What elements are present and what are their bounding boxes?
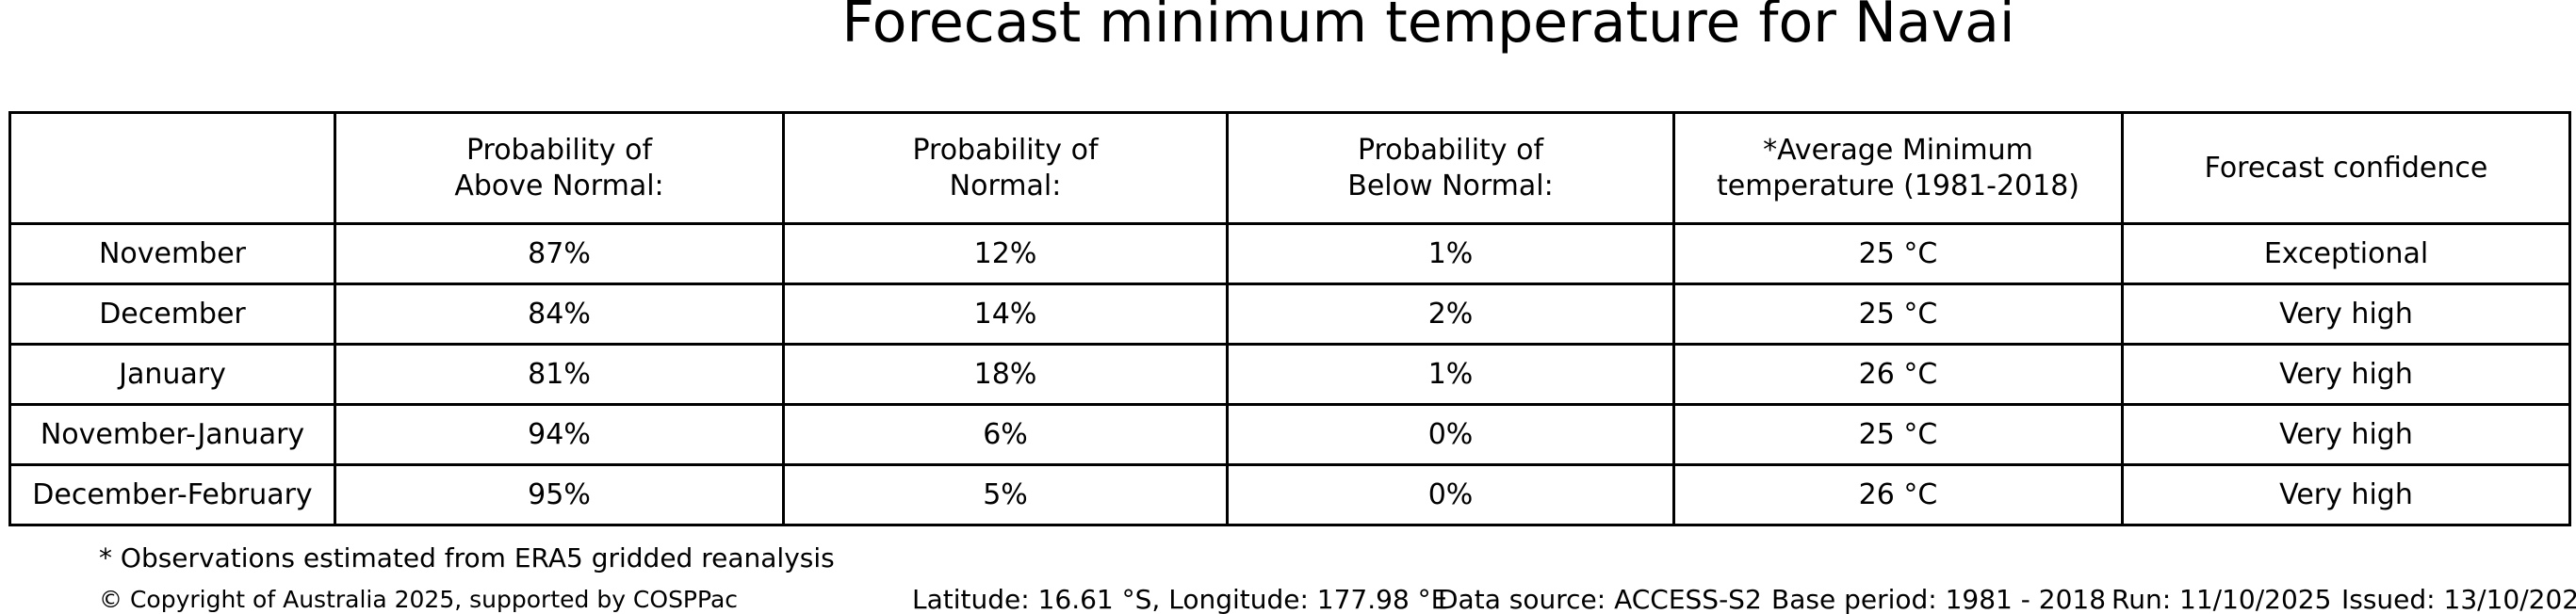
- header-line: Above Normal:: [454, 169, 664, 202]
- header-cell-average-minimum: *Average Minimum temperature (1981-2018): [1672, 111, 2124, 225]
- table-header: Probability of Above Normal: Probability…: [8, 111, 2571, 225]
- cell-average-minimum: 26 °C: [1672, 463, 2124, 526]
- cell-below-normal: 1%: [1226, 222, 1675, 285]
- header-line: Probability of: [465, 133, 653, 167]
- run-date-text: Run: 11/10/2025: [2111, 584, 2332, 614]
- row-label: November: [8, 222, 336, 285]
- cell-below-normal: 0%: [1226, 463, 1675, 526]
- base-period-text: Base period: 1981 - 2018: [1771, 584, 2107, 614]
- cell-average-minimum: 25 °C: [1672, 403, 2124, 466]
- cell-above-normal: 84%: [334, 283, 785, 346]
- header-line: Forecast confidence: [2204, 151, 2488, 185]
- header-cell-above-normal: Probability of Above Normal:: [334, 111, 785, 225]
- table-row: November 87% 12% 1% 25 °C Exceptional: [8, 222, 2571, 285]
- cell-below-normal: 0%: [1226, 403, 1675, 466]
- table-body: November 87% 12% 1% 25 °C Exceptional De…: [8, 222, 2571, 526]
- cell-below-normal: 2%: [1226, 283, 1675, 346]
- location-text: Latitude: 16.61 °S, Longitude: 177.98 °E: [912, 584, 1448, 614]
- header-line: temperature (1981-2018): [1716, 169, 2080, 202]
- header-cell-forecast-confidence: Forecast confidence: [2121, 111, 2571, 225]
- table-row: January 81% 18% 1% 26 °C Very high: [8, 343, 2571, 406]
- cell-above-normal: 95%: [334, 463, 785, 526]
- issued-date-text: Issued: 13/10/2025: [2341, 584, 2576, 614]
- header-line: Probability of: [912, 133, 1099, 167]
- cell-average-minimum: 25 °C: [1672, 222, 2124, 285]
- cell-above-normal: 94%: [334, 403, 785, 466]
- table-row: December 84% 14% 2% 25 °C Very high: [8, 283, 2571, 346]
- header-line: *Average Minimum: [1763, 133, 2033, 167]
- forecast-table: Probability of Above Normal: Probability…: [8, 111, 2571, 526]
- footnote-text: * Observations estimated from ERA5 gridd…: [99, 542, 835, 574]
- cell-confidence: Exceptional: [2121, 222, 2571, 285]
- header-line: Below Normal:: [1347, 169, 1554, 202]
- header-line: Normal:: [949, 169, 1062, 202]
- table-row: December-February 95% 5% 0% 26 °C Very h…: [8, 463, 2571, 526]
- cell-average-minimum: 25 °C: [1672, 283, 2124, 346]
- cell-normal: 5%: [782, 463, 1229, 526]
- header-cell-normal: Probability of Normal:: [782, 111, 1229, 225]
- cell-confidence: Very high: [2121, 403, 2571, 466]
- cell-normal: 14%: [782, 283, 1229, 346]
- header-line: Probability of: [1357, 133, 1544, 167]
- header-cell-below-normal: Probability of Below Normal:: [1226, 111, 1675, 225]
- cell-confidence: Very high: [2121, 463, 2571, 526]
- row-label: November-January: [8, 403, 336, 466]
- cell-confidence: Very high: [2121, 283, 2571, 346]
- cell-confidence: Very high: [2121, 343, 2571, 406]
- row-label: December-February: [8, 463, 336, 526]
- cell-above-normal: 87%: [334, 222, 785, 285]
- row-label: January: [8, 343, 336, 406]
- cell-normal: 6%: [782, 403, 1229, 466]
- cell-below-normal: 1%: [1226, 343, 1675, 406]
- data-source-text: Data source: ACCESS-S2: [1438, 584, 1762, 614]
- cell-average-minimum: 26 °C: [1672, 343, 2124, 406]
- header-row: Probability of Above Normal: Probability…: [8, 111, 2571, 225]
- header-cell-empty: [8, 111, 336, 225]
- cell-normal: 12%: [782, 222, 1229, 285]
- cell-above-normal: 81%: [334, 343, 785, 406]
- table-row: November-January 94% 6% 0% 25 °C Very hi…: [8, 403, 2571, 466]
- row-label: December: [8, 283, 336, 346]
- page-title: Forecast minimum temperature for Navai: [841, 0, 2015, 56]
- cell-normal: 18%: [782, 343, 1229, 406]
- copyright-text: © Copyright of Australia 2025, supported…: [99, 586, 739, 613]
